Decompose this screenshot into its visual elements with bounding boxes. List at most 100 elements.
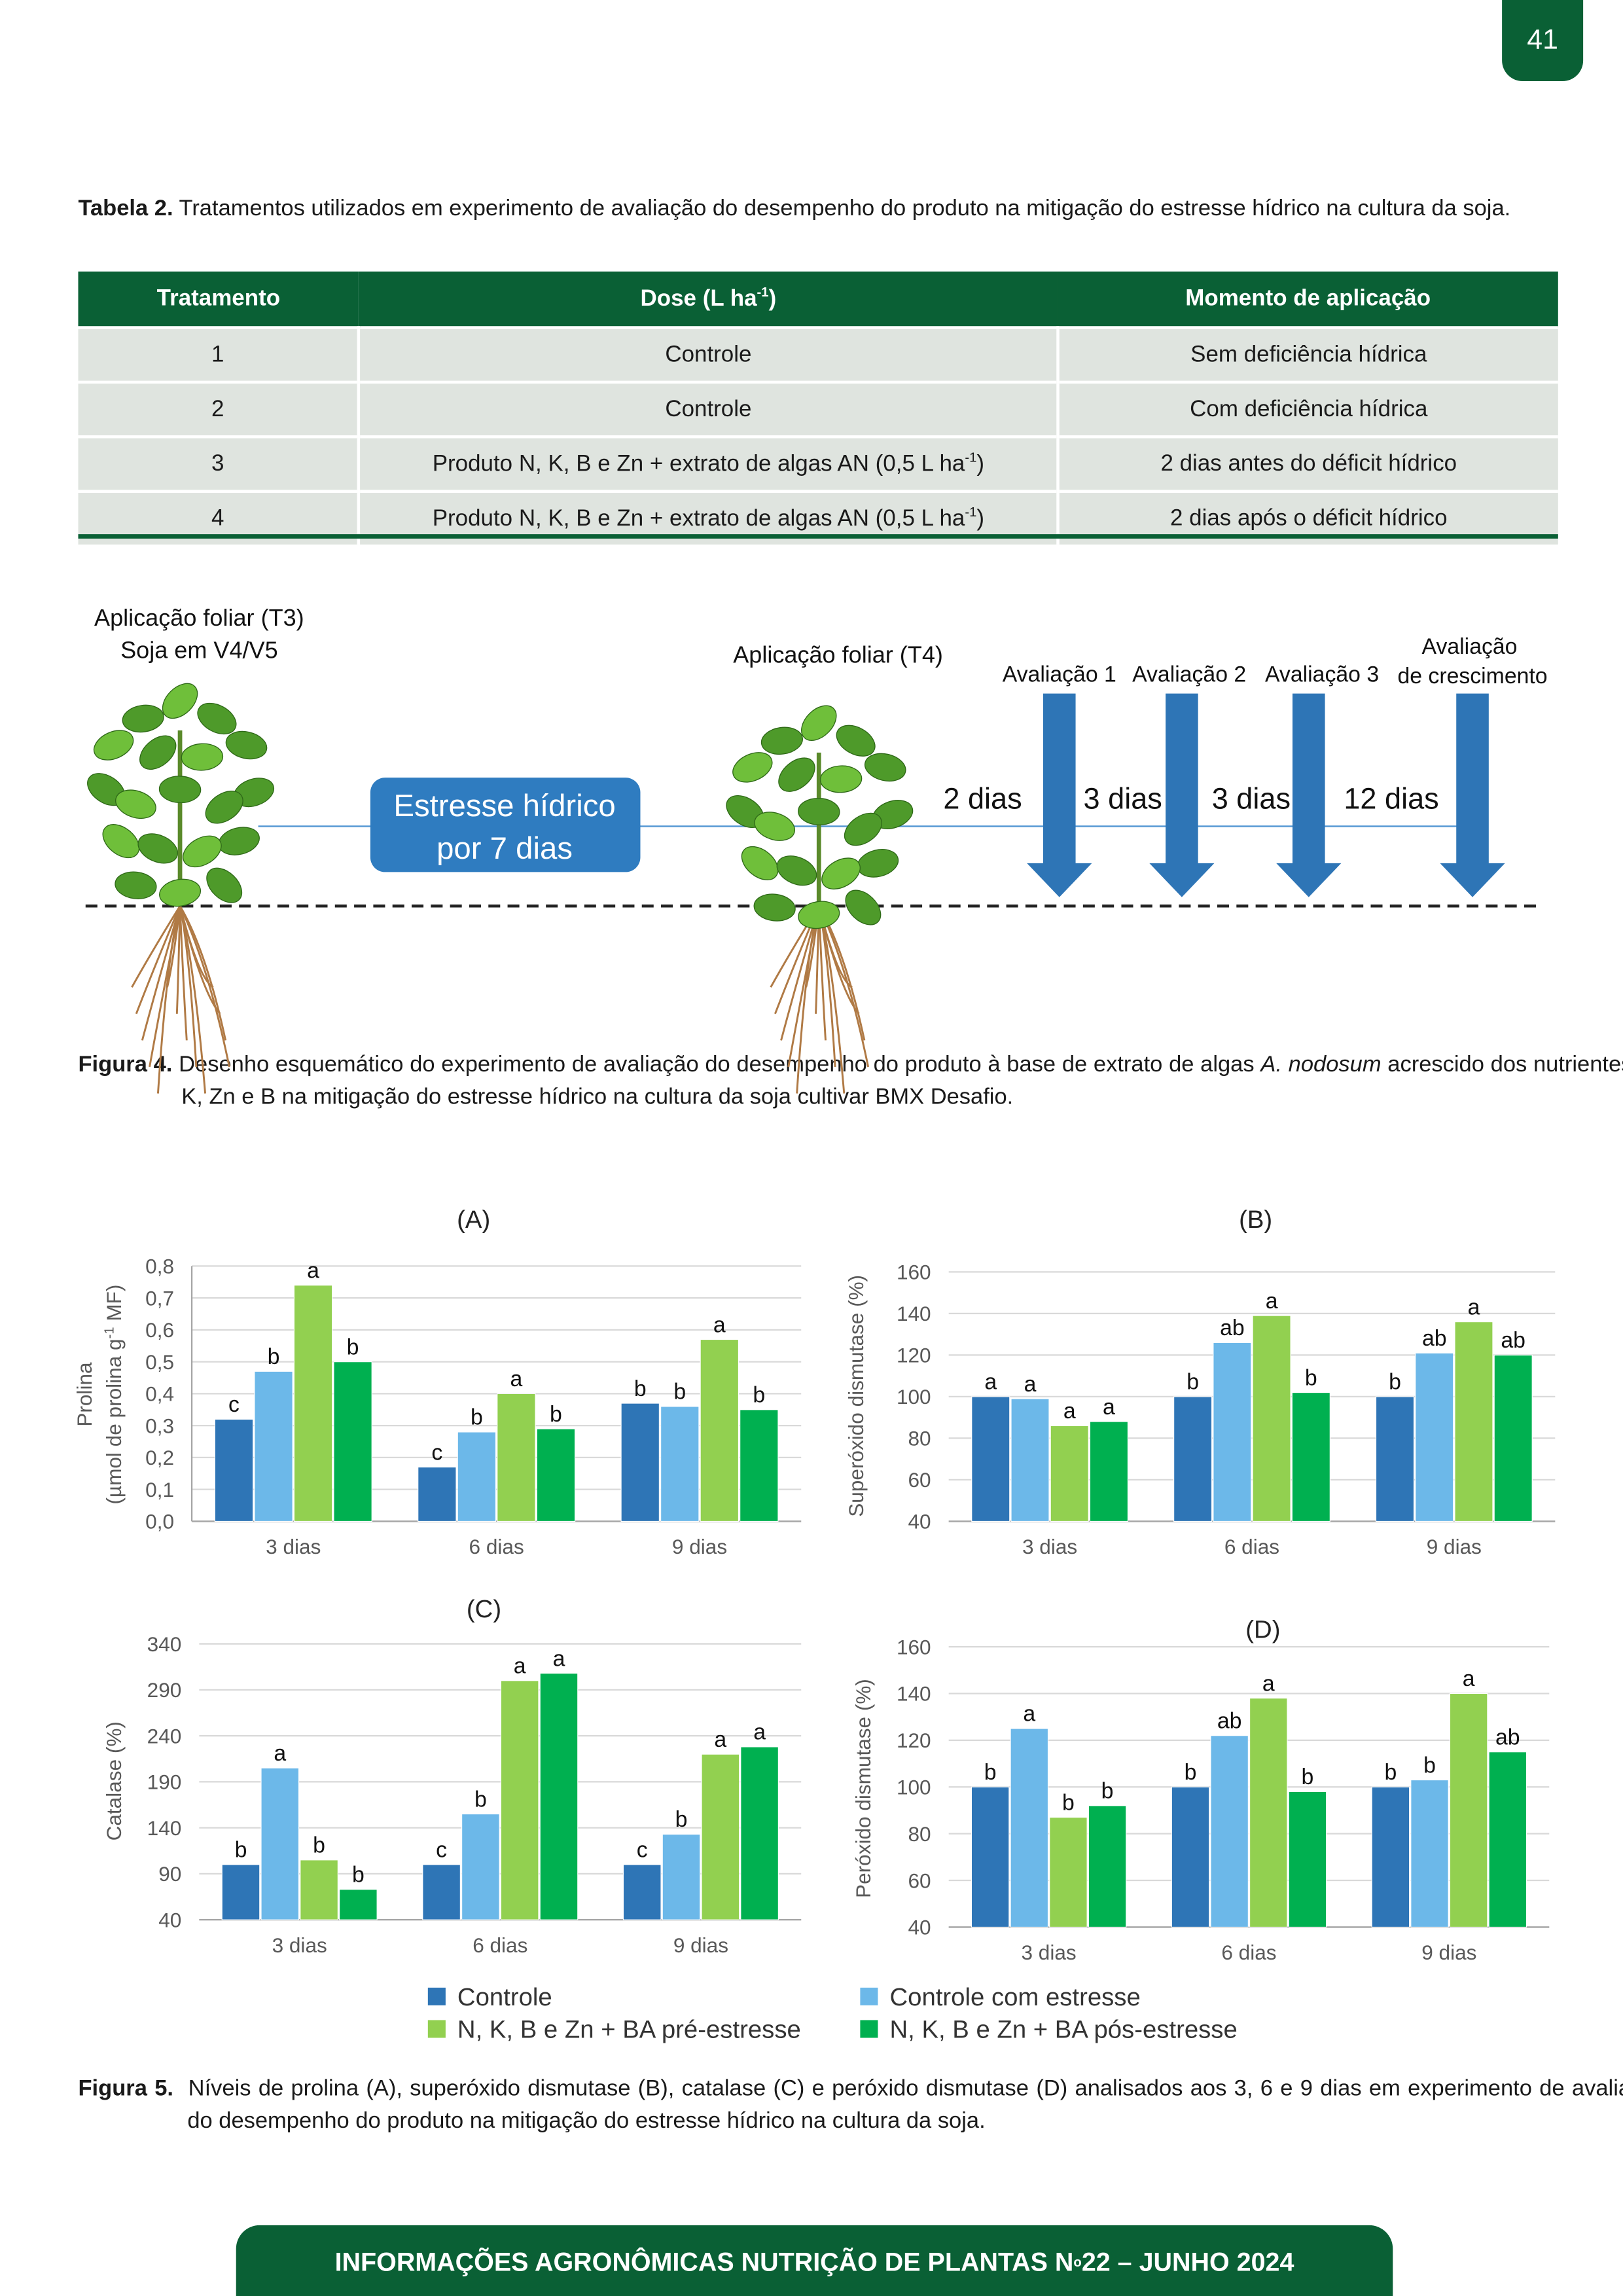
bar xyxy=(333,1361,372,1522)
y-tick-label: 0,5 xyxy=(145,1350,174,1374)
bar xyxy=(536,1428,576,1522)
y-tick-label: 0,3 xyxy=(145,1414,174,1437)
significance-letter: b xyxy=(1101,1779,1114,1804)
bar xyxy=(1454,1321,1493,1522)
significance-letter: b xyxy=(673,1380,686,1405)
significance-letter: a xyxy=(984,1370,997,1395)
y-tick-label: 140 xyxy=(897,1302,931,1325)
root xyxy=(179,905,230,1067)
significance-letter: b xyxy=(471,1405,483,1430)
y-tick-label: 0,6 xyxy=(145,1318,174,1342)
bar xyxy=(422,1864,461,1920)
leaf xyxy=(778,757,815,792)
significance-letter: a xyxy=(1262,1671,1275,1696)
bar xyxy=(660,1406,700,1522)
bar xyxy=(1488,1751,1527,1928)
table-row: 3 Produto N, K, B e Zn + extrato de algas… xyxy=(78,435,1558,492)
leaf xyxy=(821,857,861,889)
y-tick-label: 60 xyxy=(908,1869,931,1892)
table-cell: Com deficiência hídrica xyxy=(1058,380,1558,437)
legend-swatch xyxy=(427,1987,446,2005)
caption-label: Figura 4. xyxy=(78,1052,173,1077)
bar xyxy=(1371,1786,1410,1928)
y-axis-label: Superóxido dismutase (%) xyxy=(844,1275,868,1517)
leaf xyxy=(819,765,863,793)
y-axis-label: Peróxido dismutase (%) xyxy=(851,1679,875,1898)
leaf xyxy=(741,846,779,880)
y-tick-label: 40 xyxy=(908,1510,931,1534)
y-tick-label: 0,8 xyxy=(145,1255,174,1278)
y-tick-label: 120 xyxy=(897,1729,931,1752)
significance-letter: a xyxy=(510,1367,523,1391)
interval-label: 12 dias xyxy=(1344,781,1438,815)
bar xyxy=(1415,1352,1454,1522)
legend-label: N, K, B e Zn + BA pós-estresse xyxy=(889,2016,1237,2044)
chart-title: (D) xyxy=(1245,1616,1280,1644)
bar xyxy=(1213,1342,1252,1522)
leaf xyxy=(102,824,140,859)
table-cell: 2 dias antes do déficit hídrico xyxy=(1058,435,1558,492)
root xyxy=(141,905,181,1041)
y-tick-label: 160 xyxy=(897,1261,931,1284)
evaluation-label: Avaliação 1 xyxy=(1003,662,1116,687)
legend-swatch xyxy=(427,2020,446,2038)
significance-letter: b xyxy=(675,1807,688,1832)
evaluation-label: Avaliação 2 xyxy=(1132,662,1246,687)
root xyxy=(131,905,181,988)
bar xyxy=(622,1864,662,1920)
stress-text: Estresse hídrico xyxy=(393,789,615,823)
y-tick-label: 100 xyxy=(897,1385,931,1408)
caption-italic: A. nodosum xyxy=(1260,1052,1382,1077)
table-cell: Controle xyxy=(359,380,1060,437)
leaf xyxy=(115,871,157,899)
interval-label: 3 dias xyxy=(1084,781,1162,815)
significance-letter: ab xyxy=(1495,1725,1520,1749)
significance-letter: a xyxy=(714,1727,726,1752)
caption-label: Figura 5. xyxy=(78,2076,173,2102)
y-axis-label: Catalase (%) xyxy=(102,1721,126,1840)
x-tick-label: 3 dias xyxy=(272,1933,327,1957)
arrow xyxy=(1149,693,1215,897)
significance-letter: b xyxy=(313,1833,325,1858)
significance-letter: b xyxy=(984,1760,997,1785)
bar xyxy=(1050,1425,1089,1522)
bar xyxy=(500,1680,539,1920)
legend-label: Controle com estresse xyxy=(889,1983,1140,2011)
bar xyxy=(461,1813,500,1920)
significance-letter: a xyxy=(1103,1395,1115,1420)
table-cell: 3 xyxy=(78,435,361,492)
bar xyxy=(971,1786,1010,1928)
table-cell: Produto N, K, B e Zn + extrato de algas … xyxy=(359,435,1060,492)
x-tick-label: 9 dias xyxy=(673,1933,728,1957)
leaf xyxy=(218,827,260,855)
significance-letter: ab xyxy=(1501,1328,1525,1353)
table-cell: Controle xyxy=(359,326,1060,382)
y-axis-label-part: (µmol de prolina g xyxy=(102,1338,126,1504)
significance-letter: b xyxy=(550,1402,562,1427)
legend-swatch xyxy=(860,1987,878,2005)
root xyxy=(179,905,221,1014)
leaf xyxy=(864,753,906,782)
significance-letter: b xyxy=(1185,1760,1197,1785)
footer-sup: o xyxy=(1073,2254,1082,2270)
stress-text: por 7 dias xyxy=(437,831,573,866)
y-tick-label: 90 xyxy=(158,1862,181,1886)
significance-letter: b xyxy=(1186,1370,1199,1395)
caption-text: Desenho esquemático do experimento de av… xyxy=(179,1052,1261,1077)
y-axis-label: Prolina xyxy=(73,1362,96,1427)
interval-label: 3 dias xyxy=(1212,781,1291,815)
arrow xyxy=(1027,693,1092,897)
table-cell: 1 xyxy=(78,326,361,382)
significance-letter: b xyxy=(634,1376,647,1401)
cell-sup: -1 xyxy=(965,504,977,520)
significance-letter: b xyxy=(753,1383,765,1408)
leaf xyxy=(183,835,222,868)
significance-letter: a xyxy=(1063,1399,1076,1424)
significance-letter: a xyxy=(1024,1372,1037,1397)
leaf xyxy=(159,878,202,907)
chart-title: (C) xyxy=(467,1595,501,1623)
cell-text: Produto N, K, B e Zn + extrato de algas … xyxy=(432,452,965,477)
bar xyxy=(662,1833,701,1920)
significance-letter: b xyxy=(1302,1765,1314,1789)
